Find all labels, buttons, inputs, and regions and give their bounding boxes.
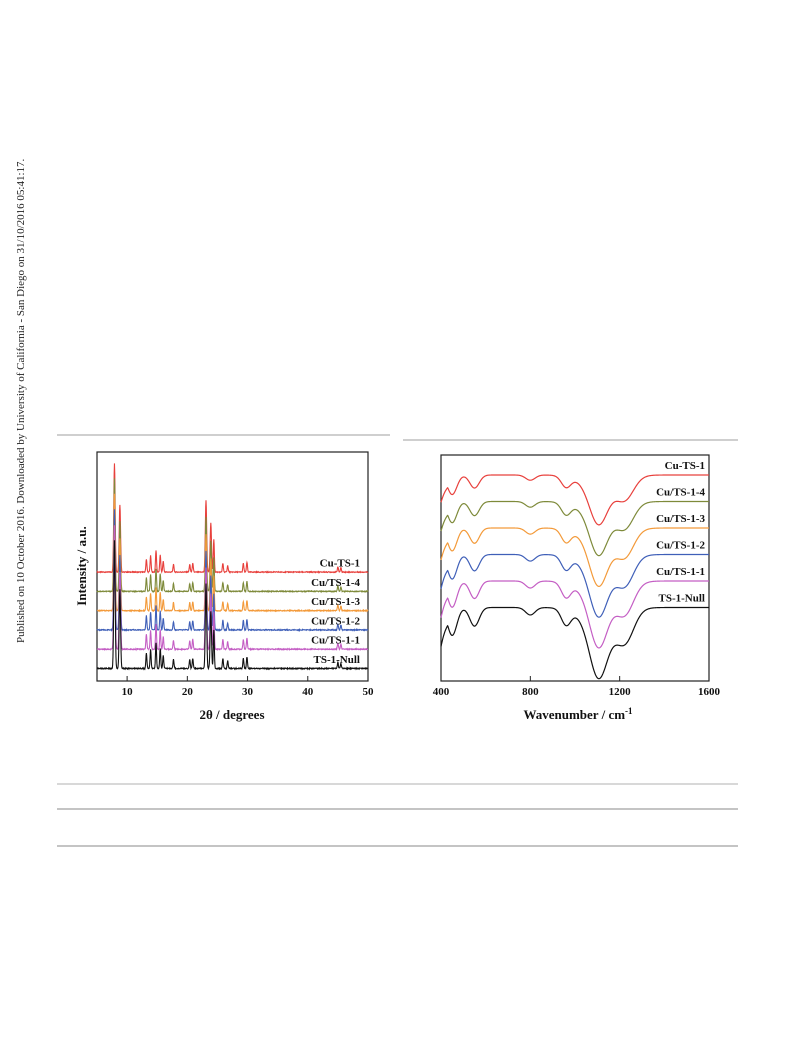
ftir-legend-group: Cu-TS-1 Cu/TS-1-4 Cu/TS-1-3 Cu/TS-1-2 Cu/TS-… xyxy=(656,460,705,605)
xrd-legend-label: Cu-TS-1 xyxy=(320,558,360,570)
xrd-x-axis-label: 2θ / degrees xyxy=(199,707,264,722)
ftir-series-line xyxy=(440,606,709,680)
ftir-x-tick-label: 800 xyxy=(522,686,539,698)
xrd-x-ticks: 10 20 30 40 50 xyxy=(122,676,374,698)
xrd-series-line xyxy=(96,478,369,594)
ftir-series-line xyxy=(440,500,709,557)
ftir-series-line xyxy=(440,527,709,587)
ftir-x-tick-label: 1200 xyxy=(609,686,632,698)
ftir-x-axis-label-text: Wavenumber / cm xyxy=(523,707,625,722)
ftir-plot-frame xyxy=(440,454,710,682)
xrd-plot-frame xyxy=(96,451,369,682)
ftir-x-ticks: 400 800 1200 1600 xyxy=(433,676,721,698)
ftir-x-tick-label: 400 xyxy=(433,686,450,698)
ftir-legend-label: Cu/TS-1-4 xyxy=(656,487,705,499)
xrd-legend-group: Cu-TS-1 Cu/TS-1-4 Cu/TS-1-3 Cu/TS-1-2 Cu/TS-… xyxy=(311,558,360,667)
ftir-x-axis-label: Wavenumber / cm-1 xyxy=(523,706,633,722)
ftir-legend-label: Cu/TS-1-1 xyxy=(656,566,705,578)
ftir-series-line xyxy=(440,580,709,649)
ftir-legend-label: Cu-TS-1 xyxy=(665,460,705,472)
xrd-legend-label: Cu/TS-1-4 xyxy=(311,577,360,589)
xrd-legend-label: Cu/TS-1-1 xyxy=(311,635,360,647)
xrd-series-group xyxy=(96,463,369,671)
xrd-series-line xyxy=(96,525,369,652)
ftir-x-axis-label-exp: -1 xyxy=(625,706,633,716)
xrd-x-tick-label: 30 xyxy=(242,686,254,698)
xrd-series-line xyxy=(96,509,369,632)
xrd-series-line xyxy=(96,540,369,671)
ftir-legend-label: Cu/TS-1-3 xyxy=(656,513,705,525)
ftir-series-group xyxy=(440,474,709,680)
ftir-legend-label: Cu/TS-1-2 xyxy=(656,540,705,552)
xrd-x-tick-label: 10 xyxy=(122,686,134,698)
xrd-legend-label: Cu/TS-1-3 xyxy=(311,596,360,608)
xrd-legend-label: TS-1-Null xyxy=(314,654,360,666)
ftir-legend-label: TS-1-Null xyxy=(659,593,705,605)
xrd-chart: Cu-TS-1 Cu/TS-1-4 Cu/TS-1-3 Cu/TS-1-2 Cu/TS-… xyxy=(74,451,374,722)
xrd-x-tick-label: 50 xyxy=(363,686,375,698)
xrd-x-tick-label: 40 xyxy=(302,686,314,698)
xrd-y-axis-label: Intensity / a.u. xyxy=(74,526,89,605)
xrd-series-line xyxy=(96,463,369,574)
xrd-x-tick-label: 20 xyxy=(182,686,194,698)
ftir-series-line xyxy=(440,553,709,618)
ftir-x-tick-label: 1600 xyxy=(698,686,721,698)
ftir-series-line xyxy=(440,474,709,526)
ftir-chart: Cu-TS-1 Cu/TS-1-4 Cu/TS-1-3 Cu/TS-1-2 Cu/TS-… xyxy=(433,454,721,722)
xrd-legend-label: Cu/TS-1-2 xyxy=(311,615,360,627)
xrd-series-line xyxy=(96,493,369,613)
